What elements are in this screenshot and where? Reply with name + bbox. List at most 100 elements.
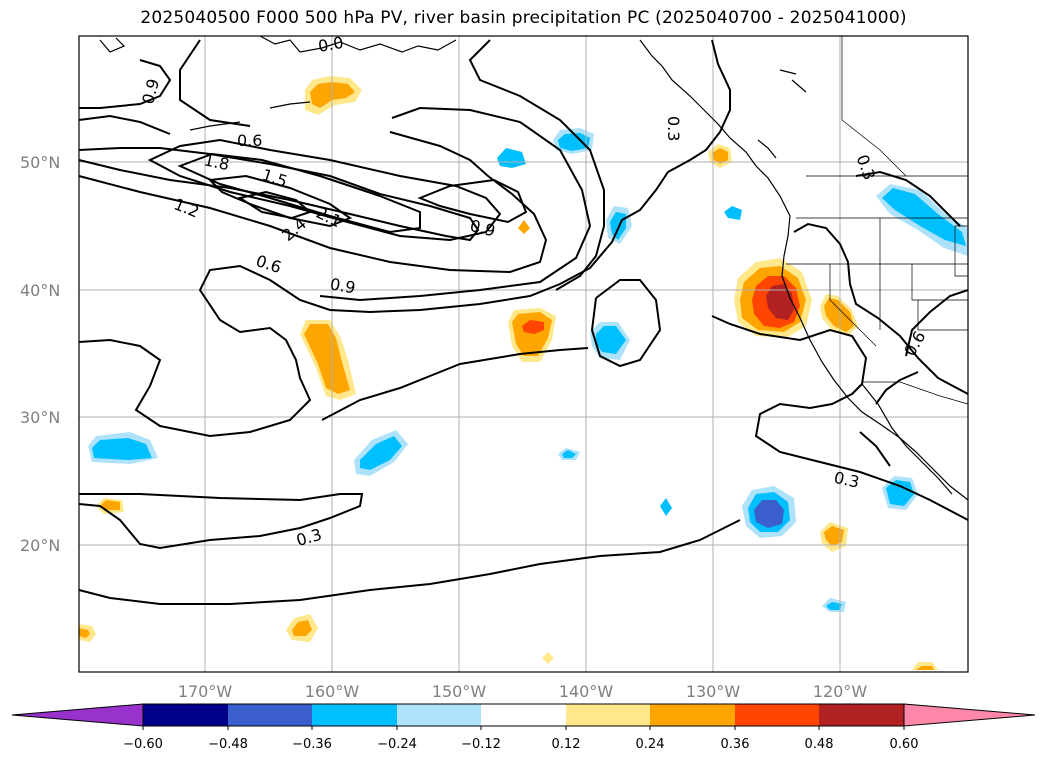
- lon-label: 140°W: [559, 682, 614, 701]
- contour-line: [859, 371, 919, 467]
- lon-label: 120°W: [813, 682, 868, 701]
- border-us-mexico: [862, 381, 969, 405]
- coastline-islands: [757, 69, 807, 159]
- contour-line: [793, 222, 969, 395]
- contour-line: [78, 39, 731, 438]
- precip-blob: [660, 498, 672, 516]
- contour-label: 0.3: [664, 116, 683, 141]
- contour-label: 2.4: [278, 214, 310, 245]
- precip-blob: [916, 666, 934, 670]
- contour-label: 0.6: [237, 131, 262, 150]
- precip-blob: [304, 324, 350, 394]
- contour-line: [905, 289, 969, 357]
- colorbar-tick-label: −0.48: [208, 737, 248, 752]
- contour-line: [78, 131, 548, 274]
- contour-line: [177, 152, 421, 234]
- precip-blob: [596, 326, 626, 354]
- political-borders: [786, 36, 969, 405]
- precip-blob: [562, 450, 576, 458]
- border-alaska-canada: [841, 36, 907, 177]
- precip-blob: [724, 206, 742, 220]
- contour-line: [711, 315, 969, 521]
- contour-line: [321, 347, 589, 421]
- colorbar-segment: [312, 704, 397, 726]
- coastlines: [99, 35, 969, 501]
- precipitation-shading: [79, 76, 968, 670]
- lat-label: 40°N: [20, 281, 60, 300]
- precip-blob: [360, 436, 402, 470]
- precip-blob: [558, 133, 590, 151]
- contour-label: 0.0: [317, 33, 345, 56]
- map-frame: [78, 35, 969, 673]
- contour-line: [590, 279, 662, 368]
- contour-line: [207, 174, 353, 228]
- colorbar-tick-label: 0.12: [552, 737, 581, 752]
- lat-label: 20°N: [20, 536, 60, 555]
- precip-blob: [886, 480, 914, 506]
- precip-blob: [824, 526, 844, 546]
- contour-label: 0.3: [832, 468, 861, 492]
- colorbar-segment: [481, 704, 566, 726]
- contour-label: 0.9: [138, 77, 163, 107]
- precip-blob: [518, 220, 530, 234]
- colorbar-extend-min: [11, 703, 144, 727]
- colorbar-tick-label: −0.24: [377, 737, 417, 752]
- contour-line: [319, 106, 592, 302]
- colorbar-segment: [735, 704, 819, 726]
- colorbar-segment: [819, 704, 904, 726]
- colorbar-tick-label: 0.60: [890, 737, 919, 752]
- colorbar-tick-label: 0.48: [805, 737, 834, 752]
- contour-line: [855, 170, 961, 227]
- precip-blob: [522, 320, 544, 334]
- precip-blob: [754, 500, 784, 528]
- colorbar-tick-label: −0.12: [461, 737, 501, 752]
- coastline-alaska: [99, 35, 457, 131]
- precip-blob: [497, 148, 526, 168]
- contour-line: [147, 138, 502, 242]
- precip-blob: [542, 652, 554, 664]
- lon-label: 130°W: [686, 682, 741, 701]
- border-states: [786, 217, 969, 347]
- precip-blob: [826, 602, 842, 610]
- contour-line: [179, 39, 251, 127]
- coastline-canada: [639, 39, 969, 501]
- colorbar-segment: [143, 704, 228, 726]
- colorbar-tick-label: 0.36: [721, 737, 750, 752]
- contour-label: 0.6: [254, 251, 284, 277]
- colorbar-segment: [397, 704, 481, 726]
- colorbar-outline: [142, 703, 905, 727]
- contour-label: 0.3: [853, 152, 880, 182]
- map-title: 2025040500 F000 500 hPa PV, river basin …: [140, 8, 907, 28]
- lat-label: 30°N: [20, 408, 60, 427]
- colorbar-segment: [228, 704, 312, 726]
- colorbar-segment: [566, 704, 650, 726]
- precip-blob: [100, 500, 120, 510]
- coastline-baja: [861, 383, 953, 495]
- contour-label: 0.9: [329, 274, 357, 297]
- colorbar-extend-max: [903, 703, 1036, 727]
- pv-contours: [78, 39, 969, 605]
- contour-label: 1.8: [202, 150, 231, 174]
- precip-blob: [766, 284, 794, 320]
- contour-line: [78, 493, 364, 550]
- precip-blob: [882, 188, 966, 246]
- contour-label: 0.6: [900, 328, 929, 360]
- contour-line: [237, 190, 312, 220]
- colorbar-segment: [650, 704, 735, 726]
- precip-blob: [292, 620, 312, 636]
- colorbar-tick-label: 0.24: [636, 737, 665, 752]
- colorbar-ticks: [142, 726, 905, 730]
- colorbar-tick-label: −0.36: [292, 737, 332, 752]
- contour-line: [78, 519, 741, 605]
- lat-label: 50°N: [20, 153, 60, 172]
- precip-blob: [824, 298, 854, 332]
- colorbar: −0.60 −0.48 −0.36 −0.24 −0.12 0.12 0.24 …: [11, 703, 1036, 752]
- contour-line: [78, 59, 172, 135]
- precip-blob: [79, 628, 90, 638]
- lon-label: 150°W: [432, 682, 487, 701]
- contour-label: 1.2: [171, 194, 202, 221]
- contour-line: [417, 178, 528, 224]
- lon-label: 160°W: [305, 682, 360, 701]
- lon-label: 170°W: [178, 682, 233, 701]
